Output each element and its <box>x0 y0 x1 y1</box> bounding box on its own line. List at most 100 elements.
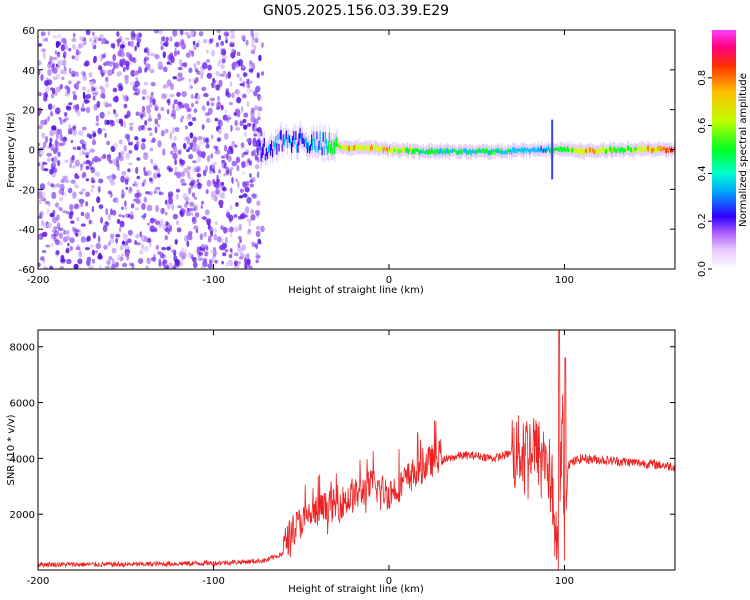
noise-point <box>163 262 168 269</box>
noise-point <box>114 112 119 118</box>
top-x-tick-label: -100 <box>202 275 225 286</box>
noise-point <box>248 80 253 84</box>
noise-point <box>251 34 255 41</box>
noise-point <box>246 258 251 266</box>
noise-point <box>211 81 215 89</box>
band-core <box>569 145 571 152</box>
top-x-tick-label: 100 <box>555 275 574 286</box>
bottom-x-tick-label: -200 <box>27 576 50 587</box>
noise-point <box>127 168 131 173</box>
noise-point <box>136 175 141 180</box>
noise-point <box>111 263 116 269</box>
top-y-tick-label: -40 <box>19 225 35 236</box>
noise-point <box>114 95 119 103</box>
noise-point <box>91 249 95 256</box>
noise-point <box>149 147 154 152</box>
band-core <box>431 147 433 154</box>
noise-point <box>149 132 153 136</box>
noise-point <box>200 151 206 159</box>
noise-point <box>157 65 164 70</box>
noise-point <box>65 105 69 110</box>
noise-point <box>195 100 199 105</box>
noise-point <box>70 179 76 184</box>
top-x-tick-label: -200 <box>27 275 50 286</box>
noise-point <box>85 30 91 36</box>
noise-point <box>65 235 71 241</box>
noise-point <box>143 178 147 184</box>
noise-point <box>230 167 234 170</box>
noise-point <box>52 87 56 95</box>
noise-point <box>198 31 204 37</box>
band-core <box>410 147 412 152</box>
band-core <box>399 148 401 155</box>
noise-point <box>56 141 61 148</box>
noise-point <box>243 124 248 130</box>
band-core <box>480 149 482 154</box>
noise-point <box>235 108 240 114</box>
noise-point <box>86 133 91 138</box>
noise-point <box>156 168 161 174</box>
noise-point <box>220 225 224 230</box>
band-core <box>555 147 557 152</box>
band-core <box>445 148 447 154</box>
noise-point <box>124 233 128 241</box>
noise-point <box>258 95 262 101</box>
band-core <box>293 131 295 140</box>
noise-point <box>41 231 48 237</box>
noise-point <box>167 228 171 235</box>
noise-point <box>38 162 41 167</box>
noise-point <box>143 196 148 203</box>
band-core <box>379 148 381 152</box>
noise-point <box>256 171 260 179</box>
noise-point <box>53 104 56 110</box>
noise-point <box>134 207 139 211</box>
band-core <box>658 147 660 152</box>
band-core <box>592 148 594 153</box>
noise-point <box>143 166 146 173</box>
noise-point <box>247 160 253 164</box>
noise-point <box>76 244 80 250</box>
noise-point <box>191 212 194 216</box>
noise-point <box>75 71 79 77</box>
noise-point <box>208 259 213 265</box>
bottom-x-tick-label: 0 <box>386 576 392 587</box>
band-core <box>324 132 326 144</box>
noise-point <box>115 237 118 244</box>
noise-point <box>144 69 147 73</box>
noise-point <box>40 31 46 37</box>
noise-point <box>193 63 197 67</box>
noise-point <box>152 172 158 179</box>
noise-point <box>143 152 149 161</box>
band-core <box>630 147 632 153</box>
noise-point <box>203 92 209 98</box>
noise-point <box>135 233 140 239</box>
band-core <box>440 147 442 153</box>
noise-point <box>145 63 151 71</box>
noise-point <box>130 69 136 77</box>
band-core <box>608 148 610 152</box>
noise-point <box>72 146 77 150</box>
noise-point <box>231 140 236 148</box>
noise-point <box>235 156 241 164</box>
noise-point <box>100 216 103 224</box>
noise-point <box>246 231 252 236</box>
band-core <box>359 145 361 150</box>
noise-point <box>49 129 55 137</box>
noise-point <box>172 30 178 37</box>
noise-point <box>178 104 185 109</box>
noise-point <box>129 81 135 85</box>
figure-title: GN05.2025.156.03.39.E29 <box>263 3 449 19</box>
noise-point <box>85 212 90 220</box>
band-core <box>598 149 600 153</box>
band-core <box>385 147 387 152</box>
noise-point <box>154 220 161 226</box>
noise-point <box>132 57 137 64</box>
noise-point <box>161 93 166 100</box>
noise-point <box>174 41 180 47</box>
noise-point <box>209 39 213 44</box>
noise-point <box>224 109 228 114</box>
noise-point <box>75 50 81 56</box>
noise-point <box>124 37 130 41</box>
band-core <box>321 147 323 156</box>
